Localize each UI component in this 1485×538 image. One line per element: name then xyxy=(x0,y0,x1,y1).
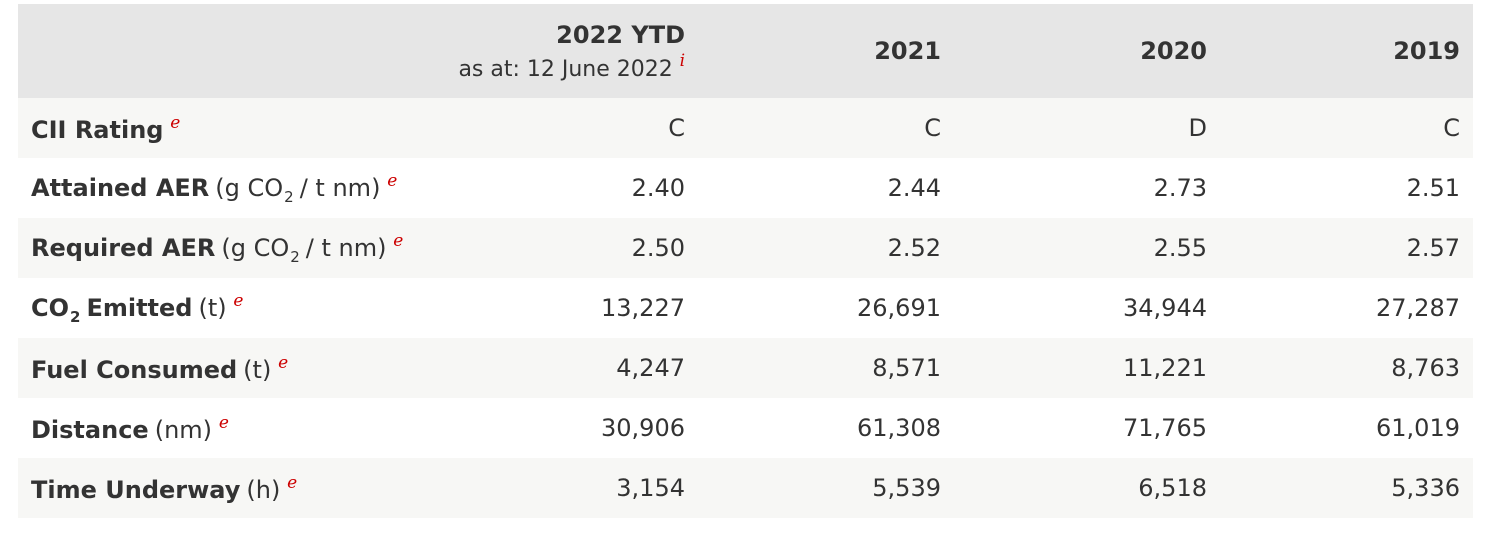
header-row: 2022 YTD as at: 12 June 2022 i 2021 2020 2019 xyxy=(18,4,1473,98)
value-cell: 13,227 xyxy=(601,294,685,322)
label-segment: Required AER xyxy=(31,233,216,262)
header-cell: 2020 xyxy=(953,4,1219,98)
label-segment: (t) xyxy=(243,355,272,384)
row-label: CII Rating e xyxy=(18,98,418,158)
header-cell: 2019 xyxy=(1219,4,1473,98)
label-segment: Attained AER xyxy=(31,173,210,202)
value-cell: 61,019 xyxy=(1376,414,1460,442)
table-row: Attained AER (g CO2 / t nm) e 2.40 2.44 2.73 2.… xyxy=(18,158,1473,218)
label-segment: Fuel Consumed xyxy=(31,355,238,384)
value-cell: C xyxy=(924,114,941,142)
label-segment: (t) xyxy=(198,293,227,322)
label-segment: (g CO xyxy=(221,233,290,262)
value-cell: C xyxy=(1443,114,1460,142)
header-cell: 2022 YTD as at: 12 June 2022 i xyxy=(418,4,697,98)
value-cell: 2.55 xyxy=(1153,234,1207,262)
value-cell: 61,308 xyxy=(857,414,941,442)
value-cell: 2.73 xyxy=(1153,174,1207,202)
value-cell: 2.51 xyxy=(1406,174,1460,202)
value-cell: 3,154 xyxy=(616,474,685,502)
table-row: Required AER (g CO2 / t nm) e 2.50 2.52 2.55 2.… xyxy=(18,218,1473,278)
estimate-marker: e xyxy=(387,170,398,191)
value-cell: 34,944 xyxy=(1123,294,1207,322)
value-cell: 6,518 xyxy=(1138,474,1207,502)
row-label: Attained AER (g CO2 / t nm) e xyxy=(18,158,418,218)
value-cell: 4,247 xyxy=(616,354,685,382)
info-marker: i xyxy=(679,50,685,71)
estimate-marker: e xyxy=(233,290,244,311)
row-label: Fuel Consumed (t) e xyxy=(18,338,418,398)
column-title: 2019 xyxy=(1393,37,1460,65)
value-cell: 30,906 xyxy=(601,414,685,442)
value-cell: 11,221 xyxy=(1123,354,1207,382)
value-cell: 2.40 xyxy=(631,174,685,202)
table-header: 2022 YTD as at: 12 June 2022 i 2021 2020 2019 xyxy=(18,4,1473,98)
estimate-marker: e xyxy=(287,472,298,493)
estimate-marker: e xyxy=(218,412,229,433)
header-cell: 2021 xyxy=(697,4,953,98)
column-title: 2020 xyxy=(1140,37,1207,65)
label-segment: CII Rating xyxy=(31,115,164,144)
value-cell: 8,763 xyxy=(1391,354,1460,382)
value-cell: 8,571 xyxy=(872,354,941,382)
label-segment: 2 xyxy=(284,187,294,206)
label-segment: / t nm) xyxy=(299,173,381,202)
value-cell: D xyxy=(1188,114,1207,142)
table-row: CO2 Emitted (t) e 13,227 26,691 34,944 27,287 xyxy=(18,278,1473,338)
label-segment: 2 xyxy=(290,247,300,266)
label-segment: Time Underway xyxy=(31,475,241,504)
label-segment: (nm) xyxy=(154,415,213,444)
estimate-marker: e xyxy=(170,112,181,133)
column-subtitle: as at: 12 June 2022 i xyxy=(418,51,685,82)
data-table: 2022 YTD as at: 12 June 2022 i 2021 2020 2019… xyxy=(18,4,1473,518)
column-title: 2022 YTD xyxy=(556,20,685,49)
value-cell: 2.52 xyxy=(887,234,941,262)
label-segment: Distance xyxy=(31,415,149,444)
table-row: Time Underway (h) e 3,154 5,539 6,518 5,336 xyxy=(18,458,1473,518)
estimate-marker: e xyxy=(278,352,289,373)
value-cell: 2.50 xyxy=(631,234,685,262)
row-label: Time Underway (h) e xyxy=(18,458,418,518)
value-cell: 2.44 xyxy=(887,174,941,202)
row-label: Distance (nm) e xyxy=(18,398,418,458)
value-cell: 5,539 xyxy=(872,474,941,502)
estimate-marker: e xyxy=(393,230,404,251)
label-segment: Emitted xyxy=(86,293,193,322)
value-cell: C xyxy=(668,114,685,142)
value-cell: 2.57 xyxy=(1406,234,1460,262)
label-segment: / t nm) xyxy=(305,233,387,262)
table-row: Distance (nm) e 30,906 61,308 71,765 61,019 xyxy=(18,398,1473,458)
label-segment: 2 xyxy=(70,307,81,326)
value-cell: 27,287 xyxy=(1376,294,1460,322)
label-segment: (g CO xyxy=(215,173,284,202)
label-segment: CO xyxy=(31,293,70,322)
header-cell xyxy=(18,4,418,98)
value-cell: 26,691 xyxy=(857,294,941,322)
value-cell: 71,765 xyxy=(1123,414,1207,442)
row-label: Required AER (g CO2 / t nm) e xyxy=(18,218,418,278)
label-segment: (h) xyxy=(246,475,281,504)
subtitle-text: as at: 12 June 2022 xyxy=(458,56,673,82)
row-label: CO2 Emitted (t) e xyxy=(18,278,418,338)
value-cell: 5,336 xyxy=(1391,474,1460,502)
table-row: CII Rating e C C D C xyxy=(18,98,1473,158)
table-row: Fuel Consumed (t) e 4,247 8,571 11,221 8,763 xyxy=(18,338,1473,398)
column-title: 2021 xyxy=(874,37,941,65)
table-body: CII Rating e C C D C Attained AER (g CO2/ t nm)… xyxy=(18,98,1473,518)
